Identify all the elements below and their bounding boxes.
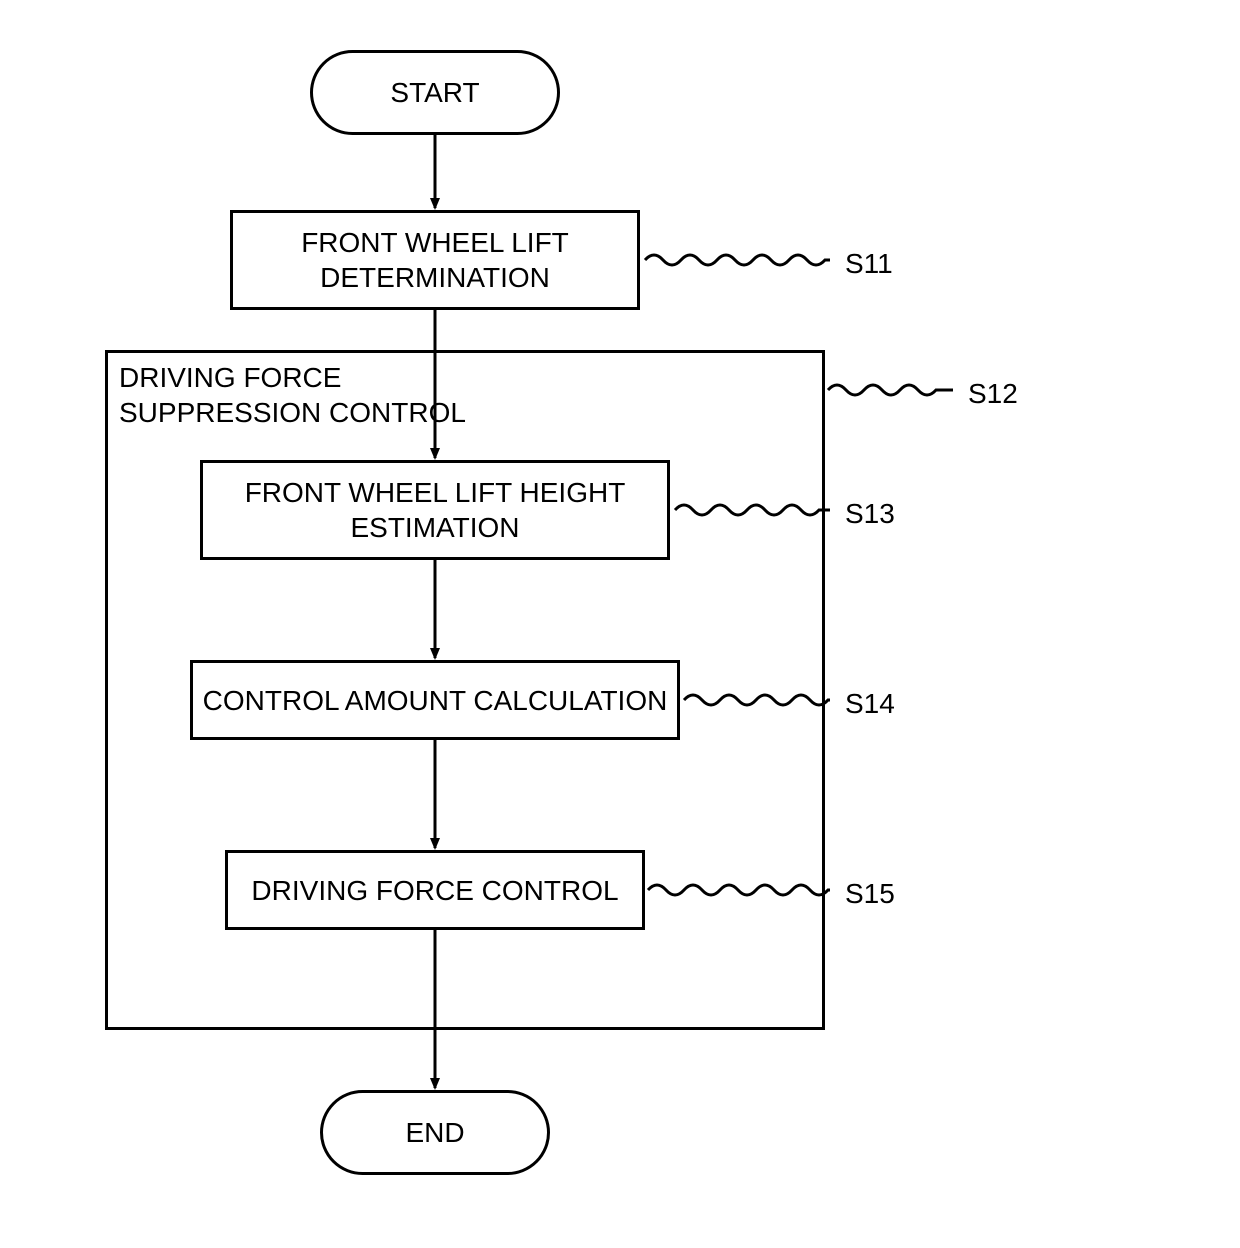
step-label-s13: S13: [845, 498, 895, 530]
node-end: END: [320, 1090, 550, 1175]
step-label-s15: S15: [845, 878, 895, 910]
step-label-s11: S11: [845, 248, 893, 280]
step-label-s12: S12: [968, 378, 1018, 410]
node-s11: FRONT WHEEL LIFTDETERMINATION: [230, 210, 640, 310]
squiggle-1: [828, 385, 953, 395]
step-label-s14: S14: [845, 688, 895, 720]
node-s15: DRIVING FORCE CONTROL: [225, 850, 645, 930]
squiggle-0: [645, 255, 830, 265]
node-s14: CONTROL AMOUNT CALCULATION: [190, 660, 680, 740]
node-s13: FRONT WHEEL LIFT HEIGHTESTIMATION: [200, 460, 670, 560]
container-title: DRIVING FORCESUPPRESSION CONTROL: [119, 360, 466, 430]
node-start: START: [310, 50, 560, 135]
flowchart-canvas: DRIVING FORCESUPPRESSION CONTROL START FRO…: [0, 0, 1240, 1248]
